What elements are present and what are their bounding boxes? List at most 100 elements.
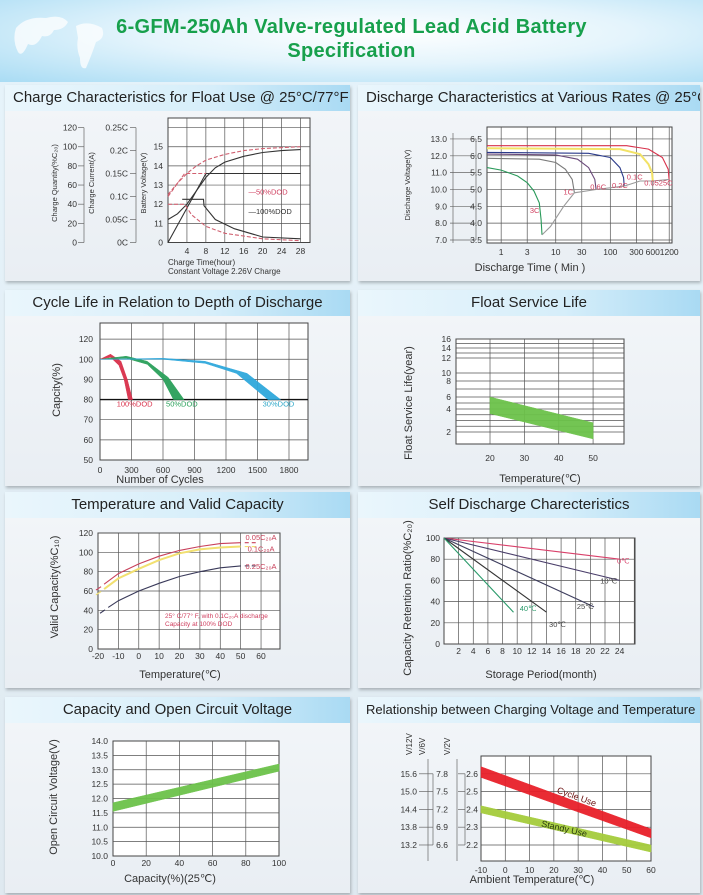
series-line-3: [107, 565, 241, 608]
open-circuit-voltage-chart: 0 20 40 60 80 100 10.0 10.5 11.0 11.5 12.0 12.5 13.0…: [48, 736, 286, 885]
panel-temperature-capacity: Temperature and Valid Capacity -20 -10 0 10…: [5, 492, 350, 688]
plot-group: [443, 537, 636, 645]
y-tick-label: 9.0: [435, 201, 447, 211]
y-axis-title: Open Circuit Voltage(V): [48, 739, 60, 855]
y-tick-label: 20: [84, 625, 94, 635]
series-dashed-extension: [99, 609, 106, 614]
x-tick-label: -10: [475, 865, 488, 875]
x-tick-label: 20: [258, 246, 268, 256]
x-axis-title: Capacity(%)(25℃): [124, 873, 216, 885]
annotation-label: 0.05C₂₀A: [246, 533, 277, 542]
y-tick-label: 3.5: [470, 235, 482, 245]
chart-title: Cycle Life in Relation to Depth of Disch…: [5, 290, 350, 316]
y-tick-label: 20: [431, 618, 441, 628]
y-tick-label: 0: [435, 639, 440, 649]
x-tick-label: 300: [629, 247, 643, 257]
x-tick-label: 30: [577, 247, 587, 257]
panel-charge-characteristics: Charge Characteristics for Float Use @ 2…: [5, 85, 350, 281]
y-tick-label: 11: [154, 218, 163, 228]
annotation-label: 0.6C: [590, 182, 606, 191]
series-line-2: [486, 157, 575, 193]
y-tick-label: 15: [154, 142, 164, 152]
x-tick-label: 16: [556, 646, 566, 656]
y-tick-label: 13.5: [91, 750, 108, 760]
y-tick-label: 6.9: [436, 822, 448, 832]
x-tick-label: 0: [98, 465, 103, 475]
chart-title: Relationship between Charging Voltage an…: [358, 697, 700, 723]
charging-voltage-temperature-chart: -10 0 10 20 30 40 50 60 2.2 2.3 2.4 2.5 2.6 V/2V 6.6 6.…: [400, 733, 656, 886]
x-tick-label: 10: [154, 651, 164, 661]
world-map-icon: [14, 16, 104, 69]
y-tick-label: 120: [79, 334, 93, 344]
y-tick-label: 70: [84, 415, 94, 425]
x-tick-label: 12: [527, 646, 537, 656]
x-tick-label: 900: [187, 465, 201, 475]
y-tick-label: 2.4: [466, 804, 478, 814]
y-tick-label: 60: [431, 575, 441, 585]
x-tick-label: 600: [646, 247, 660, 257]
annotation-label: 0.1C: [627, 172, 643, 181]
y-tick-label: 7.8: [436, 769, 448, 779]
x-tick-label: 20: [549, 865, 559, 875]
x-tick-label: 4: [185, 246, 190, 256]
y-tick-label: 5.5: [470, 168, 482, 178]
y-tick-label: 40: [84, 605, 94, 615]
y-tick-label: 120: [79, 528, 93, 538]
x-tick-label: 28: [296, 246, 306, 256]
discharge-characteristics-chart: 1 3 10 30 100 300 600 1200 7.0 8.0 9.0 10.0 11.0 12.0…: [403, 126, 679, 274]
series-line-5: [182, 198, 301, 240]
y-tick-label: 60: [84, 435, 94, 445]
x-tick-label: 80: [241, 858, 251, 868]
x-tick-label: 0: [503, 865, 508, 875]
y-tick-label: 12.5: [91, 779, 108, 789]
chart-title: Capacity and Open Circuit Voltage: [5, 697, 350, 723]
y-tick-label: 12.0: [91, 794, 108, 804]
y-tick-label: 20: [68, 218, 78, 228]
x-tick-label: 30: [520, 453, 530, 463]
y-axis-title: Float Service Life(year): [403, 346, 415, 460]
annotation-label: 30℃: [549, 620, 566, 629]
series-line-2: [103, 545, 241, 590]
y-tick-label: 4.5: [470, 201, 482, 211]
y-axis-title: Charge Quantity(%C₂₀): [50, 144, 59, 222]
series-line-1: [167, 149, 301, 220]
y-tick-label: 60: [68, 180, 78, 190]
page-title-line2: Specification: [287, 40, 416, 62]
series-band-2: [480, 805, 652, 853]
series-line-1: [443, 537, 620, 560]
x-tick-label: 4: [471, 646, 476, 656]
panel-charging-voltage-temperature: Relationship between Charging Voltage an…: [358, 697, 700, 893]
y-axis-title: Capcity(%): [51, 363, 63, 417]
y-tick-label: 10.0: [91, 851, 108, 861]
y-tick-label: 0.1C: [110, 192, 128, 202]
x-tick-label: 10: [525, 865, 535, 875]
panel-open-circuit-voltage: Capacity and Open Circuit Voltage 0 20 40 6…: [5, 697, 350, 893]
x-tick-label: 1800: [280, 465, 299, 475]
x-tick-label: 24: [615, 646, 625, 656]
x-axis-title: Charge Time(hour): [168, 258, 235, 267]
y-axis-title: Capacity Retention Ratio(%C₂₀): [402, 520, 414, 676]
y-tick-label: 13.2: [400, 840, 417, 850]
y-tick-label: 0.25C: [105, 123, 128, 133]
series-band-3: [99, 358, 282, 400]
series-line-1: [103, 542, 241, 585]
x-tick-label: 0: [111, 858, 116, 868]
x-tick-label: 18: [571, 646, 581, 656]
series-line-4: [167, 172, 206, 197]
y-tick-label: 90: [84, 374, 94, 384]
y-tick-label: 14: [442, 343, 452, 353]
x-axis-title: Ambient Temperature(℃): [470, 874, 595, 886]
y-tick-label: 7.0: [435, 235, 447, 245]
x-axis-title: Number of Cycles: [116, 474, 204, 486]
x-tick-label: 24: [277, 246, 287, 256]
x-tick-label: 12: [220, 246, 230, 256]
x-tick-label: 20: [141, 858, 151, 868]
y-tick-label: 0.15C: [105, 169, 128, 179]
x-tick-label: 20: [485, 453, 495, 463]
series-band-1: [480, 766, 652, 839]
y-tick-label: 6.5: [470, 134, 482, 144]
panel-float-service-life: Float Service Life 20 30 40 50 2 4 6 8 10 12 14 16 F…: [358, 290, 700, 486]
x-tick-label: 8: [500, 646, 505, 656]
y-tick-label: 5.0: [470, 184, 482, 194]
